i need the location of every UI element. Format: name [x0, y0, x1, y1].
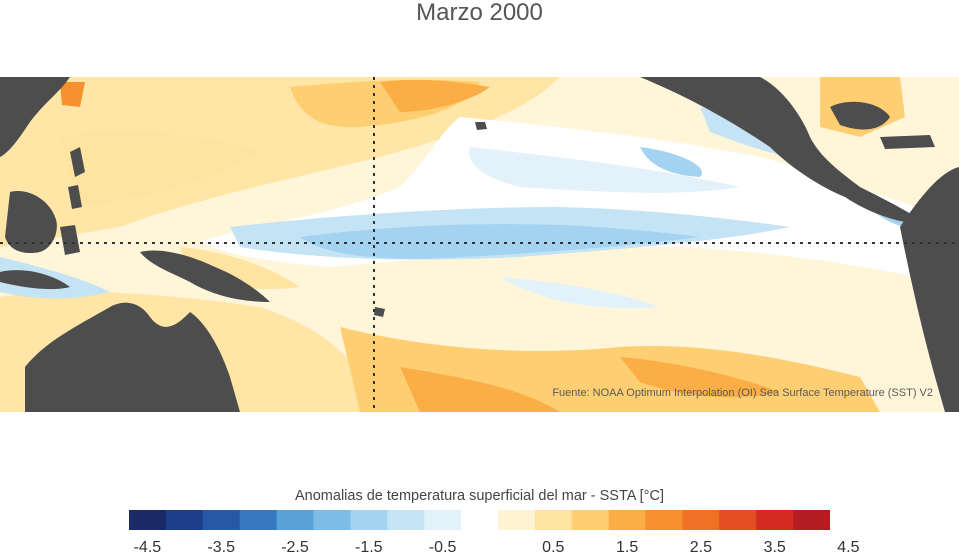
colorbar-swatch: [682, 510, 720, 530]
colorbar-tick-label: -0.5: [428, 539, 457, 556]
colorbar-title: Anomalias de temperatura superficial del…: [295, 488, 664, 504]
colorbar-tick-label: 4.5: [837, 539, 860, 556]
colorbar-swatch: [497, 510, 536, 530]
colorbar-swatch: [239, 510, 278, 530]
colorbar-swatch: [571, 510, 610, 530]
land-philippines: [70, 147, 85, 177]
colorbar-tick-label: -2.5: [281, 539, 309, 556]
colorbar-swatch: [461, 510, 499, 530]
colorbar-swatch: [756, 510, 794, 530]
colorbar-tick-label: 1.5: [615, 539, 639, 556]
colorbar-swatch: [719, 510, 757, 530]
map-title: Marzo 2000: [416, 0, 543, 26]
land-hawaii: [475, 122, 487, 130]
colorbar-swatch: [165, 510, 204, 530]
colorbar-swatch: [387, 510, 425, 530]
colorbar-swatch: [424, 510, 462, 530]
land-java: [0, 270, 70, 290]
land-north-america: [640, 77, 915, 222]
land-caribbean: [880, 135, 935, 149]
land-florida-area: [830, 101, 890, 130]
ssta-map: [0, 77, 959, 412]
land-australia: [25, 302, 240, 412]
colorbar-swatch: [534, 510, 573, 530]
colorbar-tick-label: 2.5: [689, 539, 713, 556]
land-pacific-island: [374, 307, 385, 317]
colorbar-swatch: [645, 510, 683, 530]
colorbar-tick-label: -4.5: [133, 539, 162, 556]
colorbar-swatch: [202, 510, 241, 530]
colorbar-swatch: [129, 510, 167, 530]
land-borneo: [5, 191, 57, 254]
colorbar-tick-label: -3.5: [207, 539, 235, 556]
colorbar-tick-labels: -4.5 -3.5 -2.5 -1.5 -0.5 0.5 1.5 2.5 3.5 4.5: [0, 539, 959, 559]
colorbar-tick-label: 3.5: [763, 539, 786, 556]
land-sulawesi: [60, 225, 80, 255]
data-source-note: Fuente: NOAA Optimum Interpolation (OI) …: [552, 387, 933, 399]
colorbar-swatch: [313, 510, 351, 530]
ssta-map-svg: [0, 77, 959, 412]
colorbar-tick-label: 0.5: [542, 539, 565, 556]
land-south-america: [900, 167, 959, 412]
colorbar-tick-label: -1.5: [355, 539, 383, 556]
land-masses: [0, 77, 959, 412]
land-asia: [0, 77, 70, 157]
land-new-guinea: [140, 250, 270, 302]
colorbar-swatch: [793, 510, 830, 530]
land-islands-1: [68, 185, 82, 209]
colorbar-swatch: [350, 510, 388, 530]
colorbar-swatch: [276, 510, 314, 530]
colorbar: [129, 510, 830, 530]
colorbar-swatch: [608, 510, 647, 530]
